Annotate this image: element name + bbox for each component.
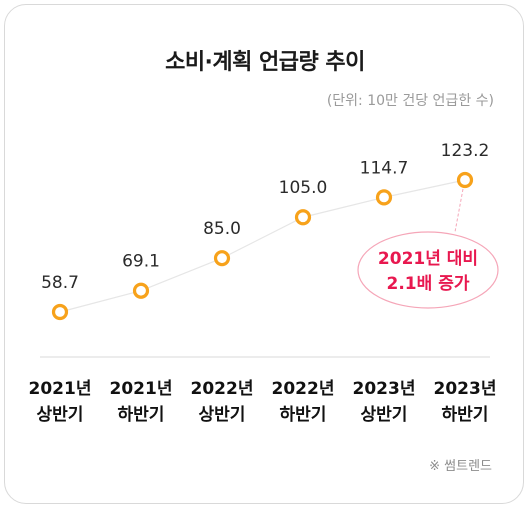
- data-label: 58.7: [41, 273, 79, 293]
- series-line: [59, 179, 466, 313]
- x-tick-label-half: 하반기: [442, 405, 489, 425]
- data-label: 85.0: [203, 219, 241, 239]
- data-point: [132, 282, 150, 299]
- data-label: 69.1: [122, 252, 160, 272]
- x-tick-label-half: 상반기: [37, 405, 84, 425]
- x-tick-label-year: 2022년: [191, 379, 254, 399]
- data-point: [51, 303, 69, 321]
- annotation-bubble: [357, 231, 499, 309]
- x-tick-label-year: 2022년: [272, 379, 335, 399]
- x-tick-label-year: 2021년: [110, 379, 173, 399]
- chart-title: 소비·계획 언급량 추이: [165, 50, 365, 75]
- data-point: [375, 189, 393, 206]
- annotation-connector: [454, 188, 464, 233]
- x-tick-label-half: 상반기: [361, 405, 408, 425]
- data-point: [294, 209, 312, 226]
- x-tick-label-year: 2023년: [434, 379, 497, 399]
- annotation-line-2: 2.1배 증가: [387, 274, 470, 294]
- data-point: [456, 171, 474, 189]
- unit-note: (단위: 10만 건당 언급한 수): [326, 93, 494, 109]
- x-tick-label-year: 2023년: [353, 379, 416, 399]
- data-label: 114.7: [360, 158, 409, 178]
- annotation-line-1: 2021년 대비: [378, 249, 478, 269]
- x-tick-label-half: 상반기: [199, 405, 246, 425]
- data-label: 123.2: [441, 141, 490, 161]
- data-label: 105.0: [279, 178, 328, 198]
- x-tick-label-half: 하반기: [280, 405, 327, 425]
- x-tick-label-half: 하반기: [118, 405, 165, 425]
- x-tick-label-year: 2021년: [29, 379, 92, 399]
- source-note: ※ 썸트렌드: [429, 459, 492, 474]
- data-point: [213, 250, 231, 267]
